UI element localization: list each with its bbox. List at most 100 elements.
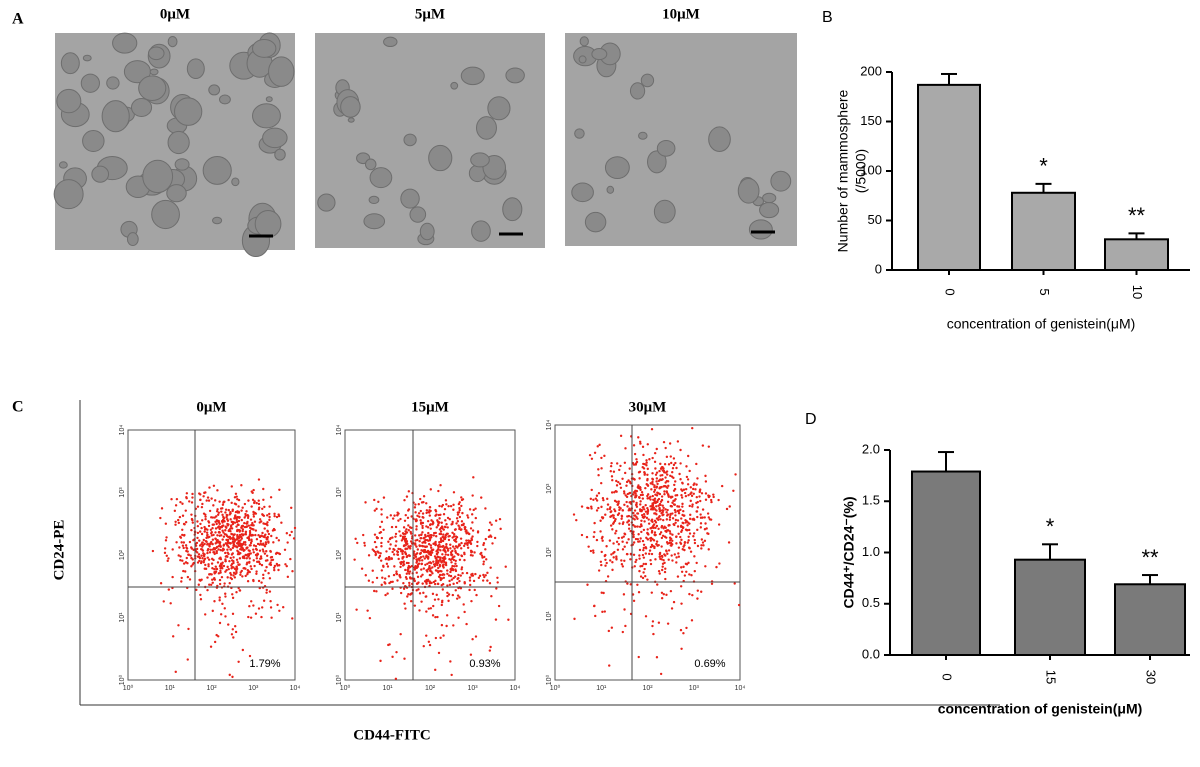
event-dot	[418, 544, 422, 548]
event-dot	[237, 535, 240, 539]
event-dot	[164, 539, 168, 542]
event-dot	[440, 603, 443, 607]
event-dot	[229, 518, 232, 521]
event-dot	[438, 504, 441, 508]
event-dot	[669, 541, 673, 545]
event-dot	[690, 491, 693, 494]
event-dot	[227, 552, 230, 556]
event-dot	[219, 562, 223, 565]
event-dot	[447, 504, 450, 508]
event-dot	[453, 538, 456, 542]
event-dot	[240, 509, 243, 512]
cell-cluster	[640, 73, 655, 88]
event-dot	[405, 572, 409, 575]
event-dot	[700, 547, 703, 550]
event-dot	[633, 490, 636, 494]
event-dot	[262, 550, 265, 553]
event-dot	[391, 517, 395, 520]
event-dot	[237, 550, 240, 554]
event-dot	[213, 516, 216, 519]
event-dot	[290, 506, 293, 509]
event-dot	[639, 537, 642, 540]
event-dot	[450, 553, 453, 557]
event-dot	[698, 489, 702, 493]
event-dot	[668, 516, 672, 519]
event-dot	[233, 533, 236, 536]
event-dot	[488, 582, 492, 585]
event-dot	[439, 549, 442, 552]
event-dot	[234, 514, 237, 517]
event-dot	[706, 512, 710, 515]
event-dot	[615, 529, 618, 533]
event-dot	[669, 504, 673, 508]
event-dot	[467, 539, 470, 542]
event-dot	[424, 563, 427, 566]
event-dot	[178, 515, 182, 519]
event-dot	[264, 569, 267, 572]
event-dot	[460, 504, 463, 508]
event-dot	[437, 651, 441, 655]
event-dot	[191, 492, 194, 496]
event-dot	[592, 551, 595, 554]
event-dot	[595, 494, 599, 497]
event-dot	[439, 569, 442, 573]
event-dot	[368, 616, 372, 620]
image-title: 5μM	[415, 6, 445, 22]
event-dot	[600, 467, 603, 470]
event-dot	[651, 538, 654, 541]
event-dot	[638, 554, 641, 557]
event-dot	[632, 493, 635, 496]
event-dot	[245, 525, 249, 528]
event-dot	[684, 521, 688, 524]
event-dot	[642, 571, 645, 574]
event-dot	[429, 527, 432, 530]
event-dot	[206, 543, 209, 546]
event-dot	[196, 561, 200, 564]
event-dot	[646, 506, 649, 510]
event-dot	[642, 516, 645, 519]
event-dot	[185, 492, 189, 495]
event-dot	[704, 498, 708, 501]
event-dot	[717, 523, 721, 526]
event-dot	[640, 519, 643, 522]
event-dot	[672, 489, 676, 492]
event-dot	[624, 494, 627, 497]
event-dot	[621, 522, 625, 526]
cell-cluster	[231, 177, 240, 187]
event-dot	[191, 518, 194, 522]
event-dot	[396, 511, 399, 514]
event-dot	[643, 462, 646, 466]
cell-cluster	[130, 97, 153, 117]
event-dot	[207, 520, 210, 523]
event-dot	[249, 616, 253, 619]
event-dot	[639, 442, 642, 445]
event-dot	[637, 655, 640, 659]
event-dot	[633, 452, 637, 456]
event-dot	[595, 538, 599, 542]
x-tick-label: 0	[940, 673, 955, 680]
event-dot	[599, 560, 603, 564]
event-dot	[218, 621, 222, 625]
event-dot	[251, 498, 255, 502]
event-dot	[200, 554, 203, 557]
event-dot	[597, 569, 601, 572]
event-dot	[444, 563, 448, 567]
event-dot	[264, 559, 268, 562]
event-dot	[693, 555, 696, 558]
event-dot	[265, 591, 268, 594]
event-dot	[638, 548, 642, 552]
event-dot	[273, 568, 276, 572]
event-dot	[207, 524, 211, 528]
event-dot	[167, 588, 171, 591]
event-dot	[386, 516, 389, 519]
panel-label: A	[12, 11, 24, 28]
event-dot	[196, 531, 200, 535]
event-dot	[435, 558, 438, 561]
event-dot	[416, 582, 419, 585]
event-dot	[208, 545, 211, 548]
event-dot	[652, 498, 655, 502]
event-dot	[220, 525, 223, 529]
event-dot	[704, 480, 708, 483]
event-dot	[273, 564, 277, 568]
event-dot	[396, 553, 400, 557]
